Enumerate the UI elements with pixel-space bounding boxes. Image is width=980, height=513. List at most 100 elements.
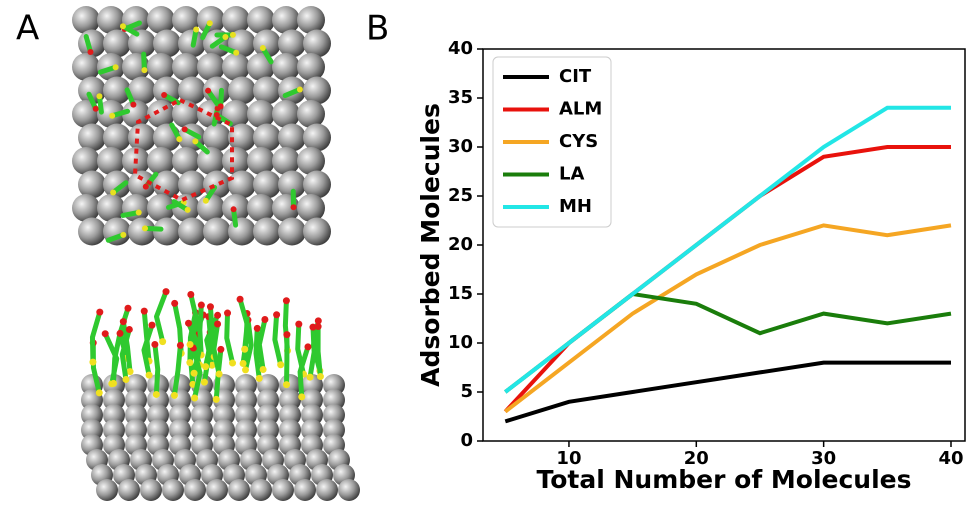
atom-o xyxy=(214,321,221,328)
atom-o xyxy=(231,206,237,212)
atom-o xyxy=(260,45,266,51)
y-tick-label: 30 xyxy=(448,136,473,157)
atom xyxy=(253,171,281,199)
atom-o xyxy=(87,49,93,55)
atom-o xyxy=(237,296,244,303)
atom-o xyxy=(283,331,290,338)
atom-s xyxy=(191,370,198,377)
atom xyxy=(303,218,331,246)
atom xyxy=(278,30,306,58)
atom-o xyxy=(230,32,236,38)
atom xyxy=(122,194,150,222)
atom-s xyxy=(317,373,324,380)
y-axis-label: Adsorbed Molecules xyxy=(416,103,445,387)
atom xyxy=(272,53,300,81)
atom-o xyxy=(203,198,209,204)
atom xyxy=(78,171,106,199)
molecule xyxy=(156,292,166,342)
atom xyxy=(316,479,338,501)
atom xyxy=(297,100,325,128)
atom-o xyxy=(187,291,194,298)
atom xyxy=(197,147,225,175)
molecule xyxy=(318,327,320,377)
molecule xyxy=(227,313,233,363)
y-tick-label: 0 xyxy=(460,430,473,451)
atom-o xyxy=(151,341,158,348)
atom xyxy=(303,124,331,152)
atom xyxy=(253,77,281,105)
atom xyxy=(297,53,325,81)
atom xyxy=(153,30,181,58)
y-tick-label: 15 xyxy=(448,283,473,304)
atom xyxy=(247,194,275,222)
atom-o xyxy=(176,136,182,142)
atom-o xyxy=(126,326,133,333)
y-tick-label: 35 xyxy=(448,87,473,108)
atom-o xyxy=(110,190,116,196)
atom-o xyxy=(102,330,109,337)
atom xyxy=(272,6,300,34)
atom xyxy=(278,218,306,246)
atom-o xyxy=(120,318,127,325)
atom-o xyxy=(297,86,303,92)
atom xyxy=(228,171,256,199)
atom-s xyxy=(201,379,208,386)
y-tick-label: 40 xyxy=(448,38,473,59)
atom-s xyxy=(171,392,178,399)
atom-o xyxy=(261,316,268,323)
atom-s xyxy=(307,374,314,381)
atom-o xyxy=(163,288,170,295)
atom-o xyxy=(120,23,126,29)
atom xyxy=(72,147,100,175)
atom xyxy=(162,479,184,501)
atom xyxy=(297,6,325,34)
atom-s xyxy=(240,360,247,367)
atom xyxy=(172,147,200,175)
atom xyxy=(253,124,281,152)
atom-s xyxy=(216,371,223,378)
atom-o xyxy=(217,346,224,353)
atom-s xyxy=(260,366,267,373)
y-tick-label: 25 xyxy=(448,185,473,206)
atom xyxy=(147,53,175,81)
atom-o xyxy=(142,225,148,231)
atom-o xyxy=(205,88,211,94)
y-tick-label: 5 xyxy=(460,381,473,402)
atom xyxy=(303,171,331,199)
atom-o xyxy=(141,308,148,315)
series-line xyxy=(505,363,951,422)
atom xyxy=(197,53,225,81)
atom-o xyxy=(214,312,221,319)
atom xyxy=(222,6,250,34)
atom-o xyxy=(224,310,231,317)
molecular-snapshots xyxy=(72,6,360,501)
atom-s xyxy=(277,361,284,368)
atom-o xyxy=(136,210,142,216)
atom xyxy=(72,6,100,34)
legend-label: LA xyxy=(559,164,584,185)
atom xyxy=(203,124,231,152)
atom xyxy=(303,77,331,105)
atom-o xyxy=(96,93,102,99)
atom-o xyxy=(315,323,322,330)
atom xyxy=(203,218,231,246)
atom-o xyxy=(113,64,119,70)
atom xyxy=(197,6,225,34)
atom-s xyxy=(213,396,220,403)
legend-label: MH xyxy=(559,196,592,217)
atom-o xyxy=(182,126,188,132)
atom xyxy=(272,479,294,501)
atom xyxy=(228,77,256,105)
atom-o xyxy=(207,303,214,310)
atom xyxy=(172,53,200,81)
atom xyxy=(197,194,225,222)
atom-s xyxy=(242,366,249,373)
atom-o xyxy=(149,322,156,329)
atom-s xyxy=(159,338,166,345)
atom-s xyxy=(187,341,194,348)
atom-o xyxy=(304,343,311,350)
atom xyxy=(128,218,156,246)
atom xyxy=(250,479,272,501)
atom-o xyxy=(207,20,213,26)
molecule xyxy=(240,299,247,349)
